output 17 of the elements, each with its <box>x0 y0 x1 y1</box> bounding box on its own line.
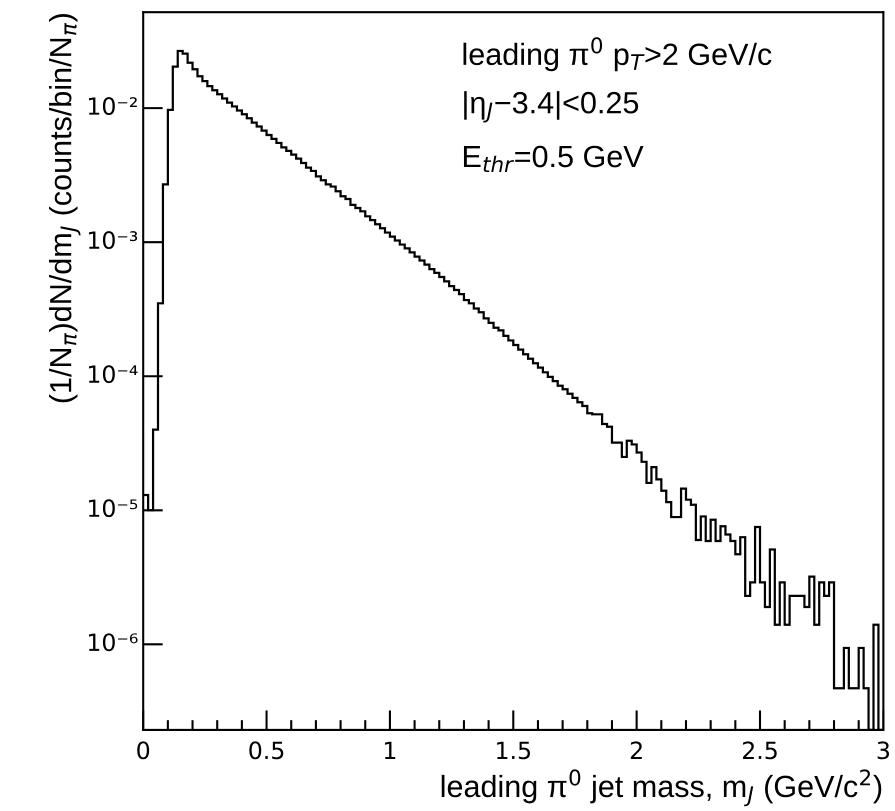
x-tick-label: 3 <box>878 741 889 760</box>
x-tick-label: 1 <box>385 742 396 759</box>
y-tick-label: 10⁻³ <box>88 231 138 250</box>
annotation: leading π$^{0}$ p$_{T}$>2 GeV/c <box>464 37 772 72</box>
x-tick-label: 2.5 <box>742 741 777 760</box>
annotation: E$_{thr}$=0.5 GeV <box>464 146 644 172</box>
y-tick-label: 10⁻⁶ <box>88 633 138 652</box>
annotation: |η$_{J}$−3.4|<0.25 <box>464 91 638 123</box>
y-tick-label: 10⁻² <box>88 97 137 115</box>
y-tick-label: 10⁻⁴ <box>88 365 138 384</box>
x-tick-label: 1.5 <box>497 742 530 760</box>
x-tick-label: 0 <box>137 741 150 760</box>
x-tick-label: 0.5 <box>249 741 284 760</box>
y-axis-title: (1/N$_{π}$)dN/dm$_{J}$ (counts/bin/N$_{π}$) <box>49 14 80 402</box>
x-axis-title: leading π$^{0}$ jet mass, m$_{J}$ (GeV/c$^{2}$) <box>442 769 882 806</box>
y-tick-label: 10⁻⁵ <box>88 499 138 518</box>
x-tick-label: 2 <box>630 741 642 759</box>
